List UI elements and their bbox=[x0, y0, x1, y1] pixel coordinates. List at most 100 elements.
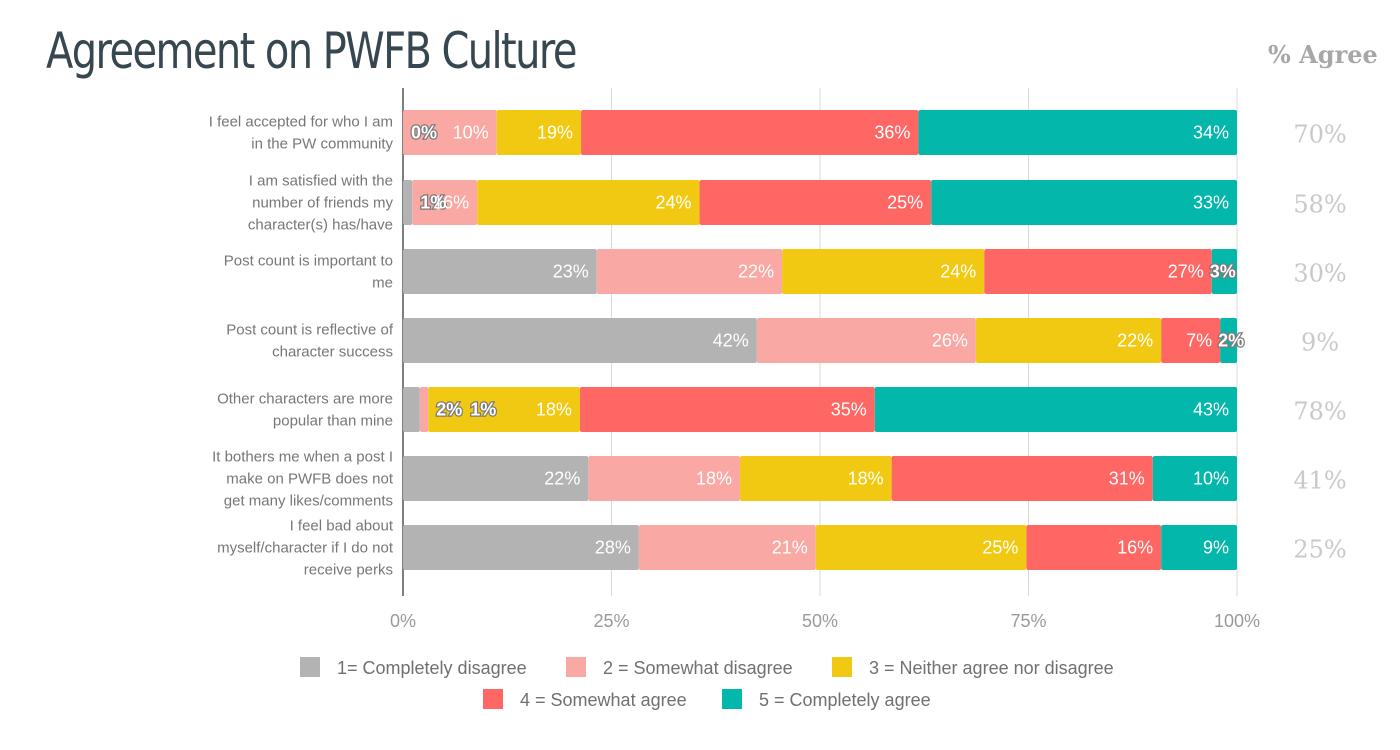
data-label: 24% bbox=[940, 262, 976, 282]
data-label: 16% bbox=[433, 193, 469, 213]
data-label: 9% bbox=[1203, 538, 1229, 558]
data-label: 36% bbox=[874, 123, 910, 143]
data-label: 1% bbox=[470, 400, 496, 420]
data-label: 22% bbox=[738, 262, 774, 282]
category-label: number of friends my bbox=[252, 195, 393, 212]
category-label: I feel accepted for who I am bbox=[209, 114, 393, 131]
percent-agree-value: 9% bbox=[1301, 329, 1339, 357]
category-label: myself/character if I do not bbox=[217, 540, 394, 557]
x-tick-label: 50% bbox=[802, 611, 838, 631]
bar-segment bbox=[496, 110, 582, 155]
bar-segment bbox=[782, 249, 985, 294]
data-label: 43% bbox=[1193, 400, 1229, 420]
data-label: 0% bbox=[411, 123, 437, 143]
bar-row bbox=[403, 525, 1237, 570]
bar-segment bbox=[403, 249, 597, 294]
data-label: 18% bbox=[536, 400, 572, 420]
bar-row bbox=[403, 249, 1237, 294]
data-label: 34% bbox=[1193, 123, 1229, 143]
legend-label: 4 = Somewhat agree bbox=[520, 690, 687, 710]
percent-agree-value: 78% bbox=[1293, 398, 1346, 426]
data-label: 22% bbox=[1117, 331, 1153, 351]
data-label: 25% bbox=[887, 193, 923, 213]
chart-title: Agreement on PWFB Culture bbox=[46, 22, 577, 80]
x-tick-label: 25% bbox=[593, 611, 629, 631]
category-label: Post count is important to bbox=[224, 253, 393, 270]
category-label: It bothers me when a post I bbox=[212, 449, 393, 466]
legend-item: 1= Completely disagree bbox=[300, 657, 527, 678]
data-label: 18% bbox=[848, 469, 884, 489]
category-label: character(s) has/have bbox=[248, 217, 393, 234]
bar-segment bbox=[428, 387, 580, 432]
bar-segment bbox=[596, 249, 783, 294]
data-label: 24% bbox=[656, 193, 692, 213]
category-label: receive perks bbox=[304, 562, 393, 579]
category-label: Post count is reflective of bbox=[226, 322, 394, 339]
category-label: popular than mine bbox=[273, 413, 393, 430]
percent-agree-value: 30% bbox=[1293, 260, 1346, 288]
legend-swatch bbox=[483, 689, 503, 709]
legend-item: 5 = Completely agree bbox=[722, 689, 931, 710]
percent-agree-values: 70% 58% 30% 9% 78% 41% 25% bbox=[1293, 121, 1346, 564]
data-label: 7% bbox=[1186, 331, 1212, 351]
bar-segment bbox=[1161, 318, 1221, 363]
x-tick-label: 75% bbox=[1010, 611, 1046, 631]
bar-segment bbox=[403, 318, 757, 363]
bar-row bbox=[403, 456, 1237, 501]
bar-segment bbox=[699, 180, 932, 225]
legend-swatch bbox=[722, 689, 742, 709]
data-label: 2% bbox=[1218, 331, 1244, 351]
bar-segment bbox=[403, 525, 639, 570]
bar-row bbox=[403, 318, 1237, 363]
data-label: 10% bbox=[1193, 469, 1229, 489]
legend-label: 2 = Somewhat disagree bbox=[603, 658, 793, 678]
data-label: 19% bbox=[537, 123, 573, 143]
category-label: in the PW community bbox=[251, 136, 393, 153]
legend-item: 4 = Somewhat agree bbox=[483, 689, 687, 710]
bar-row bbox=[403, 387, 1237, 432]
percent-agree-header: % Agree bbox=[1268, 40, 1378, 69]
category-label: character success bbox=[272, 344, 393, 361]
bar-segment bbox=[403, 456, 589, 501]
data-label: 33% bbox=[1193, 193, 1229, 213]
legend-swatch bbox=[566, 657, 586, 677]
bar-segment bbox=[1161, 525, 1237, 570]
data-label: 10% bbox=[453, 123, 489, 143]
legend-item: 2 = Somewhat disagree bbox=[566, 657, 793, 678]
bar-segment bbox=[412, 180, 478, 225]
bar-segment bbox=[477, 180, 700, 225]
bar-segment bbox=[403, 387, 420, 432]
bar-segment bbox=[918, 110, 1237, 155]
data-label: 25% bbox=[982, 538, 1018, 558]
bar-segment bbox=[419, 387, 429, 432]
bar-segment bbox=[403, 180, 413, 225]
data-label: 23% bbox=[553, 262, 589, 282]
data-label: 42% bbox=[713, 331, 749, 351]
x-tick-label: 100% bbox=[1214, 611, 1260, 631]
bar-segment bbox=[975, 318, 1162, 363]
bar-segment bbox=[1152, 456, 1237, 501]
data-label: 1% bbox=[420, 193, 446, 213]
x-tick-label: 0% bbox=[390, 611, 416, 631]
data-label: 18% bbox=[696, 469, 732, 489]
bar-segment bbox=[1211, 249, 1237, 294]
data-label: 27% bbox=[1168, 262, 1204, 282]
bar-segment bbox=[1026, 525, 1162, 570]
legend-label: 1= Completely disagree bbox=[337, 658, 527, 678]
legend-item: 3 = Neither agree nor disagree bbox=[832, 657, 1114, 678]
legend: 1= Completely disagree 2 = Somewhat disag… bbox=[300, 657, 1114, 710]
bar-segment bbox=[638, 525, 816, 570]
data-label: 21% bbox=[772, 538, 808, 558]
category-label: I am satisfied with the bbox=[249, 173, 393, 190]
data-label: 2% bbox=[436, 400, 462, 420]
bar-row bbox=[403, 110, 1237, 155]
bar-segment bbox=[739, 456, 892, 501]
category-label: get many likes/comments bbox=[224, 493, 393, 510]
bar-segment bbox=[581, 110, 919, 155]
bar-segment bbox=[815, 525, 1027, 570]
legend-label: 5 = Completely agree bbox=[759, 690, 931, 710]
category-labels: I feel accepted for who I am in the PW co… bbox=[209, 114, 394, 579]
bar-segment bbox=[1220, 318, 1237, 363]
category-label: make on PWFB does not bbox=[226, 471, 394, 488]
